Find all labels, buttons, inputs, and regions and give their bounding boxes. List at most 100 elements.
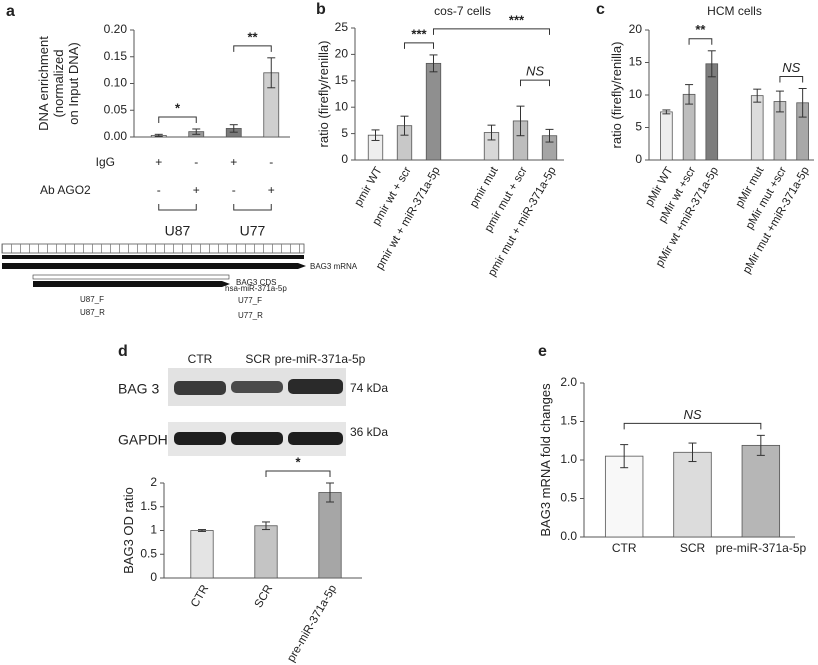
error-bar xyxy=(326,482,334,503)
group-label: U77 xyxy=(240,223,266,239)
significance-label: ** xyxy=(247,29,258,44)
significance-label: * xyxy=(295,454,301,469)
y-tick-label: 0.0 xyxy=(560,529,577,543)
error-bar xyxy=(516,105,525,137)
y-tick-label: 5 xyxy=(341,126,348,140)
error-bar xyxy=(756,434,765,456)
chart-title: HCM cells xyxy=(707,4,762,18)
y-axis-label: DNA enrichment(normalizedon Input DNA) xyxy=(36,36,81,131)
primer-label: U77_F xyxy=(238,296,262,305)
primer-label: U87_F xyxy=(80,295,104,304)
x-tick-label: SCR xyxy=(253,583,276,610)
chart-title: cos-7 cells xyxy=(434,4,491,18)
y-tick-label: 15 xyxy=(629,55,643,69)
y-tick-label: 0 xyxy=(635,152,642,166)
gene-label: BAG3 CDS xyxy=(236,278,276,287)
bar xyxy=(604,455,644,538)
significance-label: NS xyxy=(683,407,701,422)
error-bar xyxy=(429,54,438,73)
cds-box xyxy=(32,274,230,280)
y-tick-label: 0.05 xyxy=(104,102,128,116)
significance-bracket xyxy=(779,76,804,83)
y-tick-label: 0.5 xyxy=(140,546,157,560)
significance-bracket xyxy=(233,45,272,52)
y-axis-label-line: ratio (firefly/renilla) xyxy=(609,42,624,149)
bar xyxy=(741,444,781,538)
lane-label: SCR xyxy=(245,352,271,366)
y-tick-label: 1 xyxy=(150,523,157,537)
error-bar xyxy=(688,442,697,463)
significance-label: NS xyxy=(782,60,800,75)
y-tick-label: 1.5 xyxy=(140,499,157,513)
y-tick-label: 15 xyxy=(335,73,349,87)
band-size: 36 kDa xyxy=(350,425,388,439)
y-axis-label-line: BAG3 mRNA fold changes xyxy=(538,383,553,537)
band-label: BAG 3 xyxy=(118,381,159,397)
error-bar xyxy=(545,128,554,143)
y-tick-label: 5 xyxy=(635,120,642,134)
row-value: - xyxy=(157,183,161,197)
y-tick-label: 0 xyxy=(150,570,157,584)
y-tick-label: 2 xyxy=(150,475,157,489)
primer-label: U87_R xyxy=(80,308,105,317)
x-tick-label: pre-miR-371a-5p xyxy=(715,541,806,555)
error-bar xyxy=(753,88,762,103)
y-tick-label: 0.20 xyxy=(104,22,128,36)
y-tick-label: 0.15 xyxy=(104,49,128,63)
significance-label: ** xyxy=(695,22,706,37)
y-axis-label-line: ratio (firefly/renilla) xyxy=(316,41,331,148)
panel-letter: e xyxy=(538,343,547,360)
error-bar xyxy=(262,521,270,531)
blot-band xyxy=(288,432,343,445)
row-value: - xyxy=(194,155,198,169)
group-bracket xyxy=(233,204,272,211)
y-tick-label: 0 xyxy=(341,152,348,166)
cds-arrow xyxy=(33,281,230,287)
row-value: + xyxy=(193,183,200,197)
error-bar xyxy=(229,124,238,133)
gene-map: BAG3 mRNA BAG3 CDS U87_F U87_R hsa-miR-3… xyxy=(1,243,358,320)
bar xyxy=(318,492,342,579)
error-bar xyxy=(400,115,409,136)
row-value: + xyxy=(230,155,237,169)
y-axis-label-line: DNA enrichment xyxy=(36,36,51,131)
blot-band xyxy=(231,381,283,393)
band-size: 74 kDa xyxy=(350,381,388,395)
y-tick-label: 20 xyxy=(335,47,349,61)
y-axis-label: ratio (firefly/renilla) xyxy=(609,42,624,149)
blot-band xyxy=(288,379,343,394)
significance-label: NS xyxy=(526,64,544,79)
bar xyxy=(190,530,214,579)
row-label: IgG xyxy=(96,155,115,169)
significance-label: *** xyxy=(411,26,427,41)
x-tick-label: pmir WT xyxy=(353,165,385,209)
significance-label: *** xyxy=(509,12,525,27)
bar xyxy=(705,63,719,161)
bar xyxy=(425,62,442,161)
significance-label: * xyxy=(175,100,181,115)
error-bar xyxy=(198,529,206,532)
mrna-arrow xyxy=(2,263,306,269)
western-blot: CTR SCR pre-miR-371a-5p BAG 3 74 kDa GAP… xyxy=(118,352,388,456)
bar xyxy=(750,95,764,161)
panel-letter: c xyxy=(596,1,605,18)
bar xyxy=(254,525,278,579)
panel-letter: b xyxy=(316,1,326,18)
x-tick-label: pmir mut xyxy=(468,164,501,209)
error-bar xyxy=(685,84,694,105)
gene-label: BAG3 mRNA xyxy=(310,262,358,271)
bar xyxy=(673,451,712,538)
significance-bracket xyxy=(623,422,762,430)
y-axis-label: BAG3 OD ratio xyxy=(121,487,136,574)
error-bar xyxy=(487,124,496,141)
x-tick-label: SCR xyxy=(680,541,706,555)
y-tick-label: 20 xyxy=(629,22,643,36)
bar xyxy=(660,111,673,161)
lane-label: CTR xyxy=(188,352,213,366)
error-bar xyxy=(662,109,671,115)
error-bar xyxy=(620,444,629,469)
group-bracket xyxy=(158,204,197,211)
primer-label: U77_R xyxy=(238,311,263,320)
significance-bracket xyxy=(404,42,434,49)
mrna-track xyxy=(2,255,304,259)
